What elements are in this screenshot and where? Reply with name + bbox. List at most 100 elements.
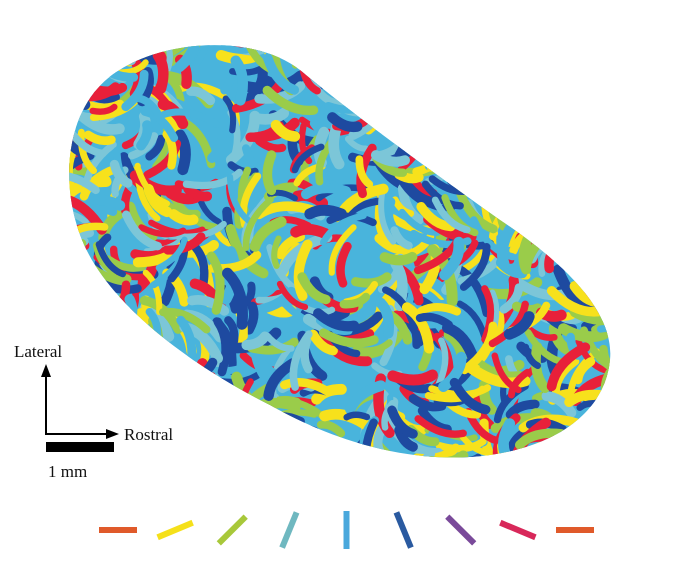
map-swirl xyxy=(124,201,158,242)
map-swirl xyxy=(69,343,109,399)
map-swirl xyxy=(242,411,298,430)
map-swirl xyxy=(584,226,611,263)
map-swirl xyxy=(540,143,592,187)
map-swirl xyxy=(196,448,240,458)
map-swirl xyxy=(545,151,607,184)
map-swirl xyxy=(150,380,195,397)
map-swirl xyxy=(224,316,239,345)
map-swirl xyxy=(69,245,71,273)
map-swirl xyxy=(77,359,90,390)
map-swirl xyxy=(573,357,596,385)
map-swirl xyxy=(185,45,212,77)
map-swirl xyxy=(280,377,332,396)
map-swirl xyxy=(460,45,493,60)
map-swirl xyxy=(490,161,505,215)
map-swirl xyxy=(580,69,611,88)
map-swirl xyxy=(441,322,480,365)
map-swirl xyxy=(424,127,437,171)
map-swirl xyxy=(187,295,230,316)
map-swirl xyxy=(109,159,133,188)
map-swirl xyxy=(384,83,397,135)
map-swirl xyxy=(517,89,566,105)
map-swirl xyxy=(207,422,243,458)
map-swirl xyxy=(289,330,313,391)
map-swirl xyxy=(69,45,99,56)
map-swirl xyxy=(69,411,99,446)
map-swirl xyxy=(469,107,483,146)
map-swirl xyxy=(563,113,590,148)
map-swirl xyxy=(220,429,244,457)
map-swirl xyxy=(356,435,373,458)
map-swirl xyxy=(479,175,493,203)
map-swirl xyxy=(308,329,338,356)
map-swirl xyxy=(182,168,244,190)
map-swirl xyxy=(69,45,100,52)
map-swirl xyxy=(340,45,361,71)
map-swirl xyxy=(289,437,341,458)
map-swirl xyxy=(576,244,599,285)
map-swirl xyxy=(339,292,371,309)
map-swirl xyxy=(496,167,516,231)
map-swirl xyxy=(460,321,498,375)
map-swirl xyxy=(69,162,94,182)
map-swirl xyxy=(246,337,299,355)
map-swirl xyxy=(459,243,491,291)
map-swirl xyxy=(566,170,598,184)
map-swirl xyxy=(582,287,611,302)
map-swirl xyxy=(530,341,550,394)
map-swirl xyxy=(69,50,82,83)
map-swirl xyxy=(157,443,192,456)
map-swirl xyxy=(79,407,107,418)
map-swirl xyxy=(546,342,591,392)
map-swirl xyxy=(588,264,611,289)
map-swirl xyxy=(502,189,551,220)
map-swirl xyxy=(256,428,286,443)
map-swirl xyxy=(103,355,133,372)
map-swirl xyxy=(260,425,315,455)
map-swirl xyxy=(454,45,472,84)
map-swirl xyxy=(83,130,116,146)
map-swirl xyxy=(168,209,199,226)
map-swirl xyxy=(375,91,391,135)
map-swirl xyxy=(421,180,464,210)
map-swirl xyxy=(506,425,532,457)
map-swirl xyxy=(476,102,494,142)
map-swirl xyxy=(128,132,159,160)
map-swirl xyxy=(110,365,169,381)
map-swirl xyxy=(317,73,363,90)
map-swirl xyxy=(463,55,480,90)
map-swirl xyxy=(597,87,611,127)
map-swirl xyxy=(287,424,320,437)
map-swirl xyxy=(244,301,259,335)
map-swirl xyxy=(319,328,379,348)
map-swirl xyxy=(441,194,479,237)
map-swirl xyxy=(69,84,91,110)
map-swirl xyxy=(517,121,551,144)
map-swirl xyxy=(69,336,95,357)
map-swirl xyxy=(282,434,335,458)
map-swirl xyxy=(435,437,487,453)
map-swirl xyxy=(70,402,116,417)
map-swirl xyxy=(563,181,601,194)
map-swirl xyxy=(589,98,611,120)
map-swirl xyxy=(548,76,583,95)
map-swirl xyxy=(599,344,611,373)
map-swirl xyxy=(355,155,374,189)
map-swirl xyxy=(575,417,611,432)
map-swirl xyxy=(239,172,262,229)
map-swirl xyxy=(220,45,252,54)
lateral-arrowhead xyxy=(41,364,51,377)
map-swirl xyxy=(529,45,580,46)
map-swirl xyxy=(69,276,94,321)
map-swirl xyxy=(550,167,587,184)
map-swirl xyxy=(587,144,611,191)
map-swirl xyxy=(515,207,572,221)
map-swirl xyxy=(555,206,601,242)
map-swirl xyxy=(163,232,206,255)
map-swirl xyxy=(421,126,447,156)
map-swirl xyxy=(152,50,169,94)
map-swirl xyxy=(69,75,80,109)
map-swirl xyxy=(557,218,611,240)
map-swirl xyxy=(352,339,393,354)
